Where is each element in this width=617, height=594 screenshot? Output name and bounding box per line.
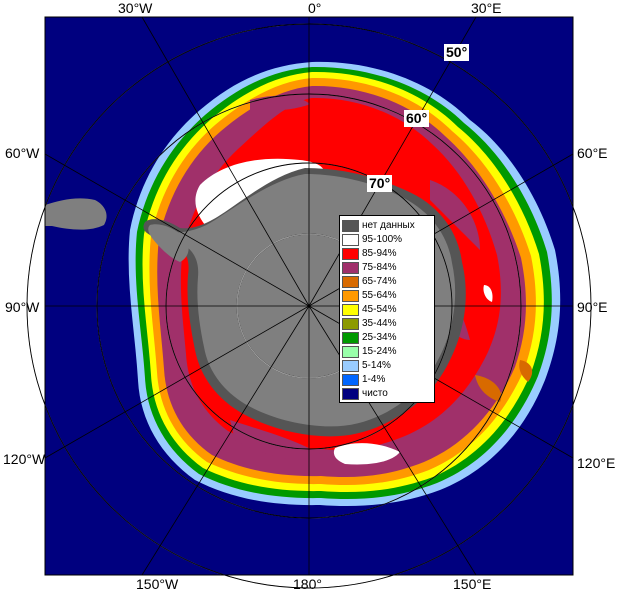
legend-swatch [342,220,359,232]
legend: нет данных 95-100% 85-94% 75-84% 65-74% 55-64… [339,215,435,403]
legend-swatch [342,262,359,274]
legend-swatch [342,374,359,386]
label-0-top: 0° [308,0,322,16]
label-30w-top: 30°W [118,0,153,16]
label-lat-70: 70° [367,175,393,192]
legend-item: 5-14% [342,359,432,372]
label-150e-bottom: 150°E [453,576,492,592]
ice-zone-95-100-ross [333,443,400,465]
legend-item: 45-54% [342,303,432,316]
legend-label: нет данных [362,220,415,231]
legend-swatch [342,248,359,260]
legend-item: 1-4% [342,373,432,386]
ice-patch-75-84-e [160,250,180,370]
legend-label: 15-24% [362,346,397,357]
label-90e-right: 90°E [577,299,608,315]
legend-item: 25-34% [342,331,432,344]
label-60w-left: 60°W [5,145,40,161]
legend-swatch [342,276,359,288]
label-150w-bottom: 150°W [136,576,179,592]
legend-swatch [342,360,359,372]
legend-item: 35-44% [342,317,432,330]
south-america-land [45,198,107,230]
label-60e-right: 60°E [577,145,608,161]
legend-label: 1-4% [362,374,386,385]
legend-swatch [342,304,359,316]
ice-patch-65-74 [475,375,502,402]
label-30e-top: 30°E [471,0,502,16]
legend-label: 75-84% [362,262,397,273]
legend-label: 95-100% [362,234,403,245]
legend-swatch [342,346,359,358]
label-lat-50: 50° [444,44,470,61]
legend-label: 65-74% [362,276,397,287]
legend-label: 45-54% [362,304,397,315]
label-180-bottom: 180° [293,576,322,592]
ice-patch-65-74-b [519,360,533,382]
legend-swatch [342,290,359,302]
legend-label: 85-94% [362,248,397,259]
antarctic-peninsula [148,224,189,262]
legend-item: 75-84% [342,261,432,274]
legend-label: 55-64% [362,290,397,301]
legend-swatch [342,318,359,330]
legend-label: 35-44% [362,318,397,329]
legend-item: 85-94% [342,247,432,260]
ice-zone-95-100-small [483,285,493,302]
ice-patch-75-84-b [430,180,480,250]
legend-item: 15-24% [342,345,432,358]
legend-item: нет данных [342,219,432,232]
label-90w-left: 90°W [5,299,40,315]
legend-swatch [342,332,359,344]
legend-label: чисто [362,388,388,399]
legend-label: 25-34% [362,332,397,343]
map-border [44,16,574,576]
legend-item: 55-64% [342,289,432,302]
ice-patch-75-84 [250,95,310,111]
ice-patch-75-84-d [230,420,330,462]
label-120e-right: 120°E [577,455,616,471]
label-lat-60: 60° [404,110,430,127]
legend-item: чисто [342,387,432,400]
legend-swatch [342,234,359,246]
legend-item: 65-74% [342,275,432,288]
label-120w-left: 120°W [3,451,46,467]
legend-swatch [342,388,359,400]
legend-item: 95-100% [342,233,432,246]
legend-label: 5-14% [362,360,391,371]
